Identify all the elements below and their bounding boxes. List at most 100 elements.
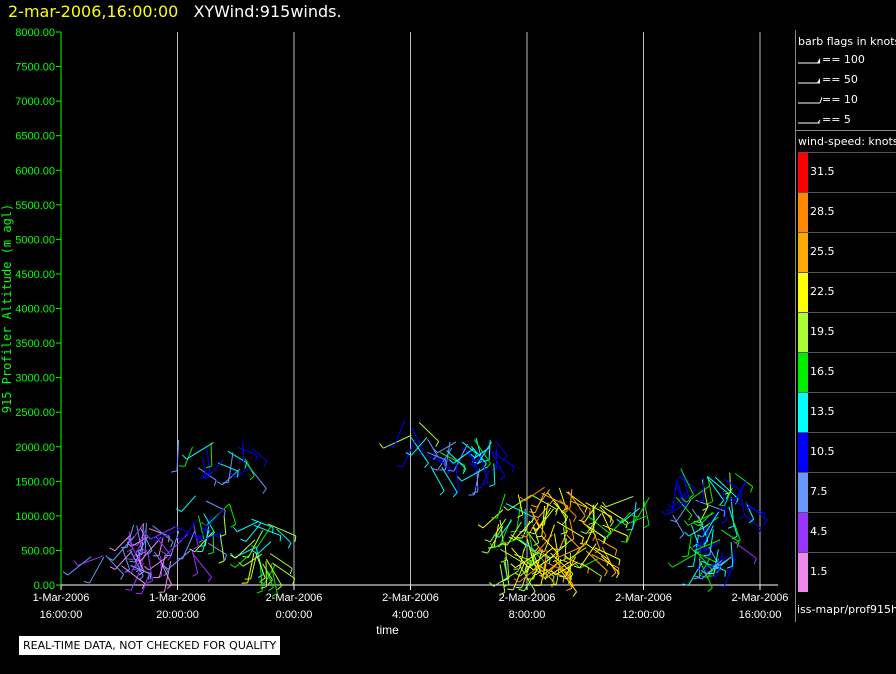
speed-color-swatch <box>798 432 808 472</box>
wind-barb <box>488 439 491 461</box>
wind-barb <box>227 452 234 483</box>
x-tick-label: 4:00:00 <box>392 609 429 621</box>
barb-glyph <box>798 58 820 64</box>
wind-barb <box>693 522 700 527</box>
speed-color-swatch <box>798 352 808 392</box>
wind-barb <box>674 485 687 504</box>
wind-barb <box>697 500 704 503</box>
wind-barb <box>182 530 196 560</box>
wind-barb <box>604 529 611 534</box>
wind-barb <box>723 510 726 518</box>
wind-barb <box>540 563 547 586</box>
wind-barb <box>475 486 482 489</box>
x-tick-label: 2-Mar-2006 <box>382 592 439 604</box>
wind-barb <box>719 499 725 506</box>
barb-legend-label: == 50 <box>822 73 858 86</box>
wind-barb <box>181 495 197 512</box>
wind-barb <box>602 524 628 537</box>
wind-barb <box>703 525 714 547</box>
y-tick-label: 2000.00 <box>15 442 55 454</box>
wind-barb <box>536 534 553 553</box>
wind-barb <box>528 565 534 571</box>
wind-barb <box>547 562 570 574</box>
wind-barb <box>487 525 504 554</box>
wind-barb <box>256 590 263 594</box>
wind-barb <box>705 557 731 575</box>
wind-barb <box>676 480 685 502</box>
wind-barb <box>564 554 570 560</box>
wind-barb <box>205 465 212 469</box>
y-tick-label: 6500.00 <box>15 131 55 143</box>
speed-legend-title: wind-speed: knots <box>798 135 896 148</box>
wind-barb <box>563 560 570 564</box>
wind-barb <box>523 545 527 552</box>
wind-barb <box>151 536 157 542</box>
wind-barb <box>536 489 551 508</box>
wind-barb <box>681 497 687 503</box>
wind-barb <box>568 547 587 560</box>
wind-barb <box>518 564 541 583</box>
wind-barb <box>500 559 507 563</box>
wind-barb <box>757 528 762 535</box>
wind-barb <box>289 568 293 575</box>
wind-barb <box>455 465 458 472</box>
wind-barb <box>206 503 230 526</box>
wind-barb <box>176 536 183 540</box>
wind-barb <box>683 495 689 500</box>
wind-barb <box>268 586 274 592</box>
wind-barb <box>120 574 125 580</box>
wind-barb <box>682 555 689 558</box>
wind-barb <box>287 542 292 549</box>
wind-barb <box>675 499 692 523</box>
wind-barb <box>405 452 412 456</box>
speed-legend-label: 10.5 <box>810 445 835 458</box>
x-tick-label: 0:00:00 <box>276 609 313 621</box>
wind-barb <box>515 586 522 589</box>
wind-barb <box>585 524 606 539</box>
speed-legend-divider <box>798 232 896 233</box>
wind-barb <box>170 541 174 548</box>
wind-barb <box>587 567 590 574</box>
wind-barb <box>242 553 263 567</box>
wind-barb <box>207 576 212 583</box>
wind-barb <box>463 465 466 472</box>
wind-barb <box>548 558 551 565</box>
wind-barb <box>524 564 528 571</box>
wind-barb <box>531 494 558 511</box>
wind-barb <box>208 508 225 527</box>
wind-barb <box>238 447 257 456</box>
wind-barb <box>725 569 732 571</box>
wind-barb <box>477 441 493 464</box>
wind-barb <box>152 525 174 543</box>
wind-barb <box>698 511 714 527</box>
wind-barb <box>550 570 556 576</box>
wind-barb <box>265 569 274 588</box>
wind-barb <box>147 554 154 581</box>
wind-barb <box>643 499 650 526</box>
wind-barb <box>733 541 757 559</box>
wind-barb <box>519 496 525 502</box>
wind-barb <box>691 509 704 525</box>
wind-barb <box>457 476 463 482</box>
wind-barb <box>236 471 239 478</box>
wind-barb <box>730 541 734 567</box>
wind-barb <box>446 450 467 469</box>
wind-barb <box>475 437 483 462</box>
wind-barb <box>166 584 173 590</box>
wind-barb <box>126 548 133 553</box>
title-timestamp: 2-mar-2006,16:00:00 <box>8 2 179 21</box>
wind-barb <box>418 421 440 442</box>
wind-barb <box>566 491 588 508</box>
wind-barb <box>253 524 281 537</box>
wind-barb <box>257 574 264 578</box>
wind-barb <box>568 573 571 580</box>
wind-barb <box>661 510 667 516</box>
speed-legend-divider <box>798 392 896 393</box>
wind-barb <box>256 525 272 548</box>
wind-barb <box>524 486 545 502</box>
wind-barb <box>163 571 169 577</box>
speed-color-swatch <box>798 552 808 592</box>
wind-barb <box>167 555 172 561</box>
wind-barb <box>618 559 621 566</box>
wind-barb <box>550 539 572 559</box>
